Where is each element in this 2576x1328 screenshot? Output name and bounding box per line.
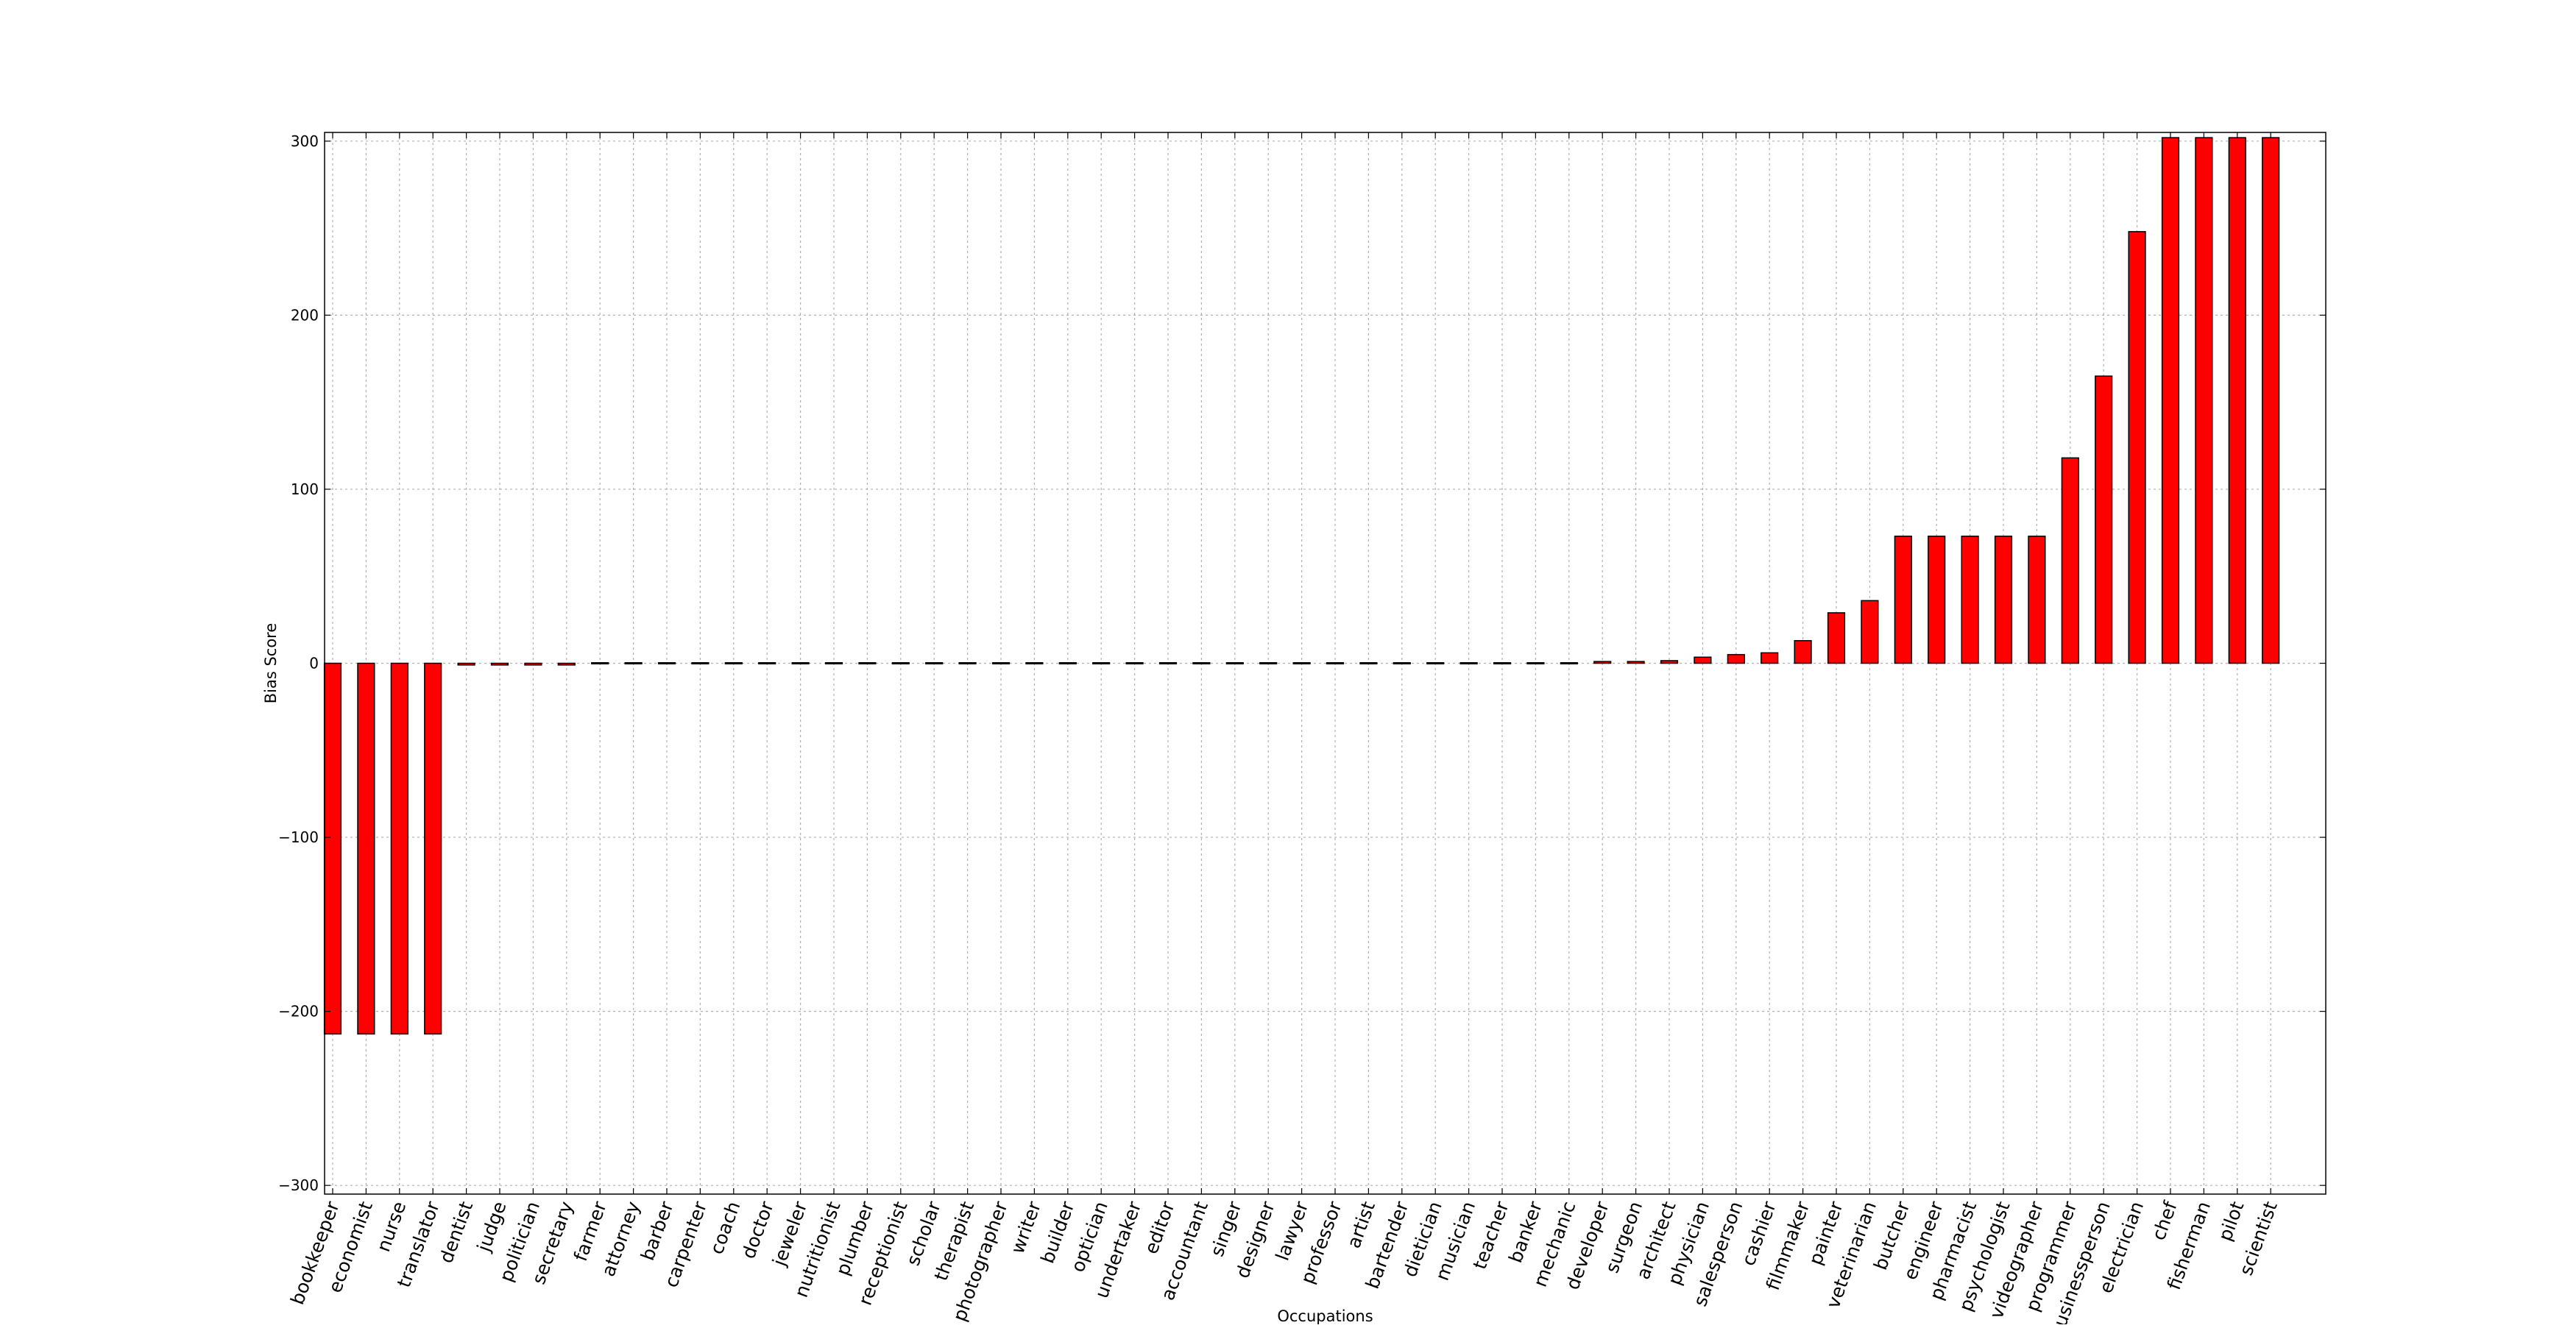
x-tick-label: judge <box>473 1199 511 1255</box>
bar-chef <box>2161 137 2180 664</box>
bar-economist <box>357 662 375 1035</box>
bar-engineer <box>1928 536 1946 664</box>
bar-receptionist <box>891 662 910 664</box>
bar-programmer <box>2061 457 2079 664</box>
x-tick-label: nurse <box>372 1199 410 1254</box>
bar-videographer <box>2028 536 2046 664</box>
y-tick-label: −300 <box>278 1176 319 1194</box>
bar-teacher <box>1493 662 1512 664</box>
bar-businessperson <box>2095 375 2113 664</box>
bar-nutritionist <box>824 662 843 664</box>
bar-surgeon <box>1627 661 1645 664</box>
tick-labels: 3002001000−100−200−300bookkeepereconomis… <box>278 132 2282 1328</box>
bar-filmmaker <box>1794 639 1812 664</box>
bar-pharmacist <box>1961 536 1979 664</box>
bar-salesperson <box>1727 653 1745 664</box>
bar-writer <box>1025 662 1044 664</box>
axis-ticks <box>325 132 2326 1194</box>
bar-farmer <box>591 662 609 664</box>
y-tick-label: −100 <box>278 828 319 846</box>
bar-attorney <box>624 662 643 664</box>
bar-fisherman <box>2195 137 2213 664</box>
bar-butcher <box>1894 536 1912 664</box>
bar-dietician <box>1426 662 1445 664</box>
bar-builder <box>1058 662 1077 664</box>
bar-dentist <box>457 662 475 666</box>
y-tick-label: −200 <box>278 1003 319 1020</box>
bar-editor <box>1158 662 1178 664</box>
bar-secretary <box>557 662 576 666</box>
bar-musician <box>1459 662 1478 664</box>
bar-lawyer <box>1292 662 1311 664</box>
y-tick-label: 300 <box>291 132 319 150</box>
bar-developer <box>1593 661 1612 664</box>
bar-singer <box>1225 662 1244 664</box>
bar-artist <box>1359 662 1378 664</box>
y-tick-label: 100 <box>291 480 319 498</box>
bar-therapist <box>958 662 977 664</box>
x-tick-label: pilot <box>2214 1199 2248 1244</box>
bar-scholar <box>925 662 944 664</box>
x-tick-label: coach <box>706 1199 745 1257</box>
x-tick-label: writer <box>1007 1198 1046 1256</box>
bar-translator <box>424 662 442 1035</box>
bar-electrician <box>2128 231 2146 664</box>
bar-optician <box>1092 662 1111 664</box>
bar-designer <box>1259 662 1278 664</box>
bar-coach <box>724 662 743 664</box>
bar-photographer <box>991 662 1011 664</box>
bar-plumber <box>858 662 877 664</box>
bar-politician <box>524 662 542 666</box>
x-tick-label: chef <box>2148 1198 2182 1243</box>
bar-barber <box>657 662 676 664</box>
bar-doctor <box>758 662 776 664</box>
bar-psychologist <box>1994 536 2013 664</box>
bar-accountant <box>1192 662 1211 664</box>
bar-carpenter <box>691 662 710 664</box>
bar-undertaker <box>1125 662 1144 664</box>
x-tick-label: editor <box>1140 1198 1179 1257</box>
bar-physician <box>1694 656 1712 664</box>
y-tick-label: 0 <box>309 655 319 672</box>
y-axis-label: Bias Score <box>262 623 280 704</box>
bar-bartender <box>1393 662 1411 664</box>
bar-judge <box>490 662 509 666</box>
bar-scientist <box>2262 137 2280 664</box>
bar-banker <box>1526 662 1545 664</box>
bar-nurse <box>390 662 408 1035</box>
bar-painter <box>1827 612 1846 664</box>
bar-mechanic <box>1560 662 1578 664</box>
bar-bookkeeper <box>323 662 342 1035</box>
y-tick-label: 200 <box>291 306 319 324</box>
bar-architect <box>1660 660 1679 664</box>
x-axis-label: Occupations <box>1277 1307 1373 1324</box>
bar-cashier <box>1761 652 1779 664</box>
bar-series <box>323 137 2280 1035</box>
bar-pilot <box>2228 137 2246 664</box>
bar-jeweler <box>791 662 810 664</box>
x-tick-label: artist <box>1342 1199 1379 1251</box>
bar-veterinarian <box>1861 600 1879 664</box>
bar-professor <box>1326 662 1345 664</box>
